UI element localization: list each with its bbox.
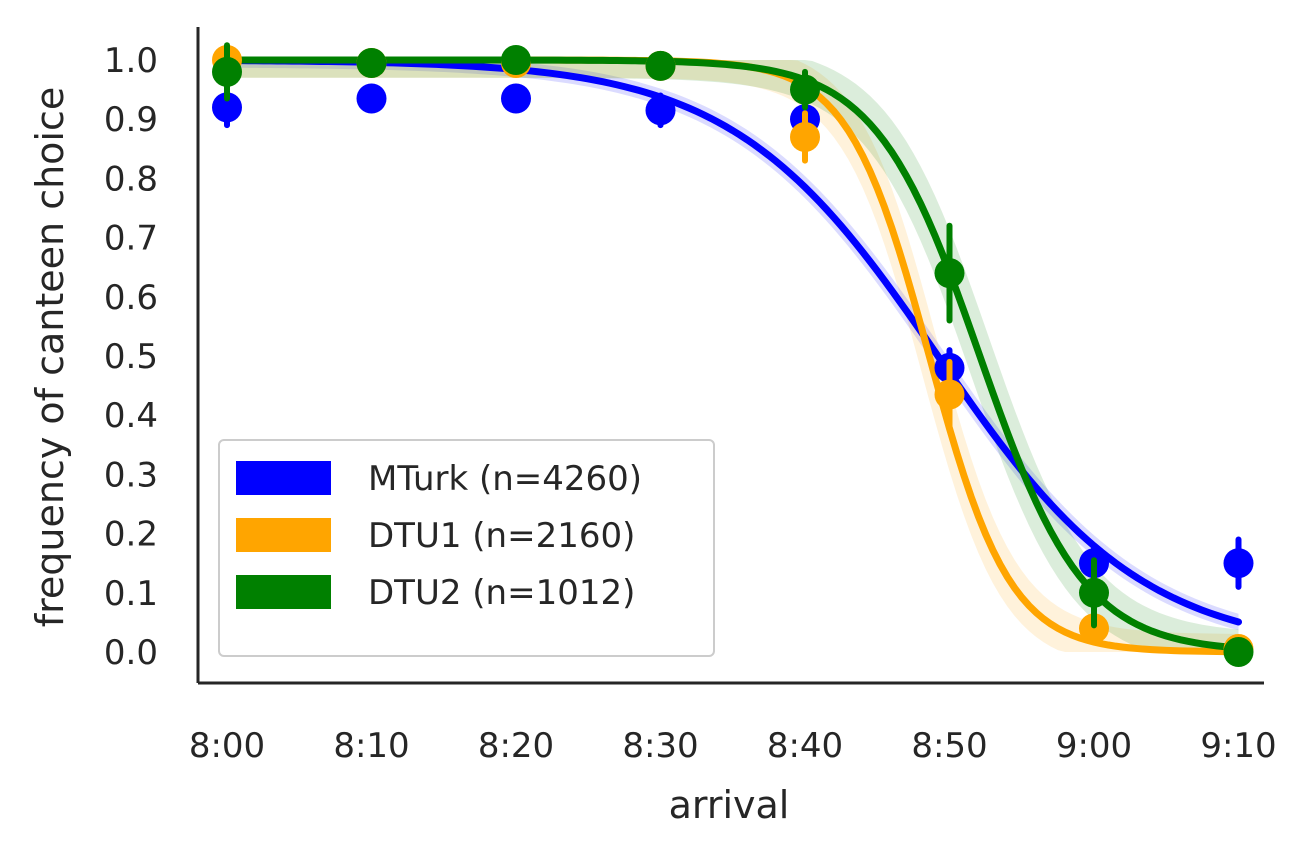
legend-swatch xyxy=(236,518,331,552)
x-tick-label: 8:40 xyxy=(767,726,843,766)
y-tick-label: 0.2 xyxy=(104,515,158,555)
y-tick-label: 0.3 xyxy=(104,455,158,495)
legend-label: MTurk (n=4260) xyxy=(368,459,642,499)
x-tick-label: 9:00 xyxy=(1056,726,1132,766)
x-tick-label: 8:10 xyxy=(333,726,409,766)
legend-swatch xyxy=(236,575,331,609)
x-tick-label: 9:10 xyxy=(1200,726,1276,766)
legend-label: DTU1 (n=2160) xyxy=(368,516,635,556)
y-tick-label: 1.0 xyxy=(104,41,158,81)
data-point xyxy=(501,45,531,75)
x-axis-ticks: 8:00 8:10 8:20 8:30 8:40 8:50 9:00 9:10 xyxy=(189,726,1277,766)
fit-line xyxy=(223,56,1242,652)
data-point xyxy=(1223,637,1254,667)
y-tick-label: 0.9 xyxy=(104,100,158,140)
legend: MTurk (n=4260) DTU1 (n=2160) DTU2 (n=1012) xyxy=(218,439,715,657)
data-point xyxy=(790,121,820,152)
data-points xyxy=(212,42,1254,667)
y-axis-label: frequency of canteen choice xyxy=(28,87,72,628)
y-tick-label: 0.8 xyxy=(104,159,158,199)
data-point xyxy=(934,379,965,410)
y-tick-label: 0.7 xyxy=(104,219,158,259)
data-point xyxy=(645,50,676,81)
y-tick-label: 0.6 xyxy=(104,278,158,318)
fit-lines xyxy=(223,56,1242,656)
y-tick-label: 0.4 xyxy=(104,396,158,436)
y-axis-ticks: 0.0 0.1 0.2 0.3 0.4 0.5 0.6 0.7 0.8 0.9 1.0 xyxy=(104,41,158,673)
data-point xyxy=(1223,548,1254,579)
x-tick-label: 8:00 xyxy=(189,726,265,766)
data-point xyxy=(934,258,965,289)
x-tick-label: 8:30 xyxy=(622,726,698,766)
y-tick-label: 0.0 xyxy=(104,633,158,673)
x-axis-label: arrival xyxy=(669,783,790,827)
confidence-band xyxy=(227,60,1239,652)
data-point xyxy=(356,83,387,114)
data-point xyxy=(356,47,387,78)
y-tick-label: 0.1 xyxy=(104,574,158,614)
x-tick-label: 8:20 xyxy=(478,726,554,766)
confidence-band xyxy=(227,60,1239,631)
data-point xyxy=(645,95,676,126)
data-point xyxy=(212,92,242,123)
legend-frame xyxy=(218,439,715,657)
data-point xyxy=(1079,577,1109,608)
y-tick-label: 0.5 xyxy=(104,337,158,377)
data-point xyxy=(790,74,820,105)
legend-label: DTU2 (n=1012) xyxy=(368,573,635,613)
legend-swatch xyxy=(236,461,331,495)
confidence-bands xyxy=(227,60,1239,652)
data-point xyxy=(212,56,242,87)
x-tick-label: 8:50 xyxy=(911,726,987,766)
data-point xyxy=(501,83,531,114)
